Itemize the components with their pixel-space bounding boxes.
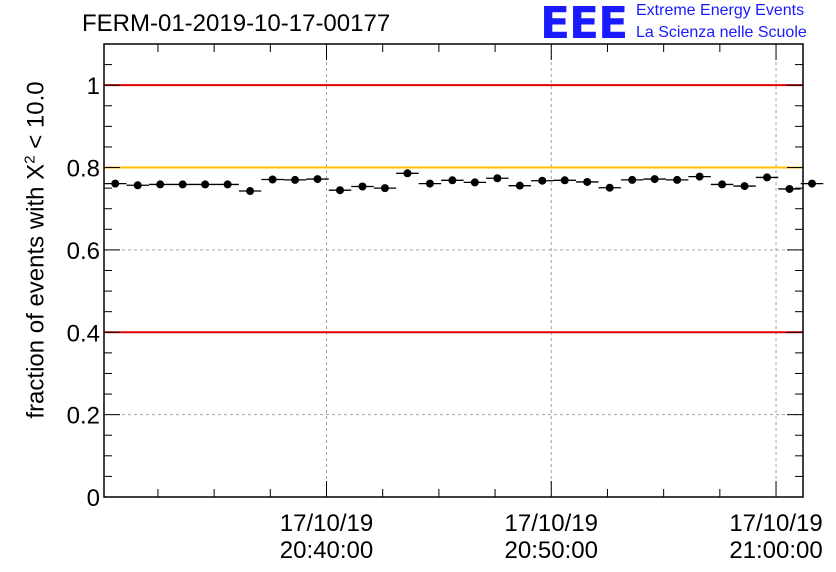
data-point [178,180,187,189]
data-point [673,175,682,184]
y-tick-label: 0.6 [67,238,100,265]
x-tick-label-time: 20:40:00 [280,537,373,564]
data-point [291,175,300,184]
data-point [605,183,614,192]
logo-line-1: Extreme Energy Events [636,2,805,19]
data-point [380,184,389,193]
y-tick-label: 0.2 [67,403,100,430]
plot-frame [103,43,804,498]
data-point [111,179,120,188]
y-tick-label: 1 [87,73,100,100]
data-point [718,180,727,189]
data-point [156,180,165,189]
x-tick-label-time: 20:50:00 [505,537,598,564]
x-tick-label-date: 17/10/19 [729,510,822,537]
data-point [650,175,659,184]
x-tick-label-date: 17/10/19 [505,510,598,537]
data-point [223,180,232,189]
data-point [201,180,210,189]
data-point [740,182,749,191]
x-tick-label-time: 21:00:00 [729,537,822,564]
data-point [515,181,524,190]
data-point [583,177,592,186]
data-point [785,184,794,193]
data-point [695,172,704,181]
data-point [538,176,547,185]
logo-line-2: La Scienza nelle Scuole [636,24,807,41]
data-point [560,176,569,185]
data-point [335,186,344,195]
y-tick-label: 0.4 [67,320,100,347]
data-point [448,176,457,185]
data-point [425,179,434,188]
data-point [403,169,412,178]
x-tick-label-date: 17/10/19 [280,510,373,537]
data-point [470,178,479,187]
data-point [246,187,255,196]
data-point [763,173,772,182]
y-tick-label: 0.8 [67,156,100,183]
data-point [807,179,816,188]
data-point [628,175,637,184]
chart-title: FERM-01-2019-10-17-00177 [82,10,391,37]
y-tick-label: 0 [87,485,100,512]
data-point [313,175,322,184]
data-point [493,174,502,183]
data-point [268,175,277,184]
data-point [358,182,367,191]
data-point [133,181,142,190]
eee-logo: EEE [540,0,628,49]
